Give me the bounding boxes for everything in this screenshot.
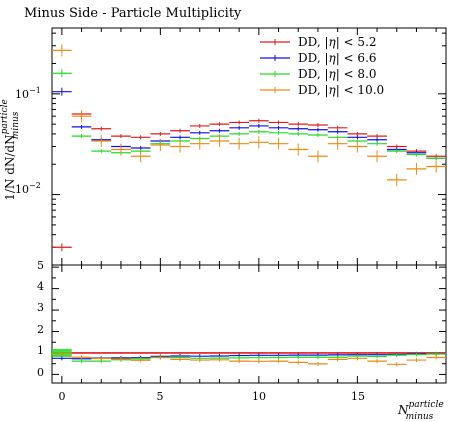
ratio-series-3: [52, 351, 446, 367]
ratio-y-tick-0: 0: [37, 366, 44, 379]
y-tick-label-1e-2: 10−2: [15, 181, 41, 196]
series-3: [52, 44, 446, 186]
series-0: [52, 112, 446, 252]
x-axis-label: Nparticle minus: [397, 400, 444, 422]
x-tick-label-0: 0: [59, 390, 66, 403]
ratio-panel-frame: [51, 264, 447, 384]
chart-title: Minus Side - Particle Multiplicity: [24, 6, 242, 21]
legend-entry-0: DD, |η| < 5.2: [260, 35, 377, 49]
ratio-y-tick-4: 4: [37, 280, 44, 293]
main-y-ticks: [52, 28, 446, 266]
ratio-series: [52, 348, 446, 367]
y-axis-label: 1/N dN/dNparticleminus: [0, 99, 21, 201]
ratio-ticks: [52, 265, 446, 383]
ratio-y-tick-3: 3: [37, 301, 44, 314]
ratio-y-tick-5: 5: [37, 259, 44, 272]
x-tick-label-15: 15: [351, 390, 365, 403]
legend: DD, |η| < 5.2 DD, |η| < 6.6 DD, |η| < 8.0 D…: [260, 35, 384, 97]
ratio-y-tick-1: 1: [37, 344, 44, 357]
legend-label: DD, |η| < 5.2: [298, 35, 377, 49]
ratio-y-tick-2: 2: [37, 323, 44, 336]
legend-label: DD, |η| < 10.0: [298, 83, 384, 97]
legend-label: DD, |η| < 8.0: [298, 67, 377, 81]
main-series: [52, 44, 446, 252]
y-tick-label-1e-1: 10−1: [15, 86, 41, 101]
legend-entry-2: DD, |η| < 8.0: [260, 67, 377, 81]
x-tick-label-10: 10: [252, 390, 266, 403]
series-2: [52, 69, 446, 161]
x-tick-label-5: 5: [157, 390, 164, 403]
legend-entry-3: DD, |η| < 10.0: [260, 83, 384, 97]
legend-entry-1: DD, |η| < 6.6: [260, 51, 377, 65]
legend-label: DD, |η| < 6.6: [298, 51, 377, 65]
